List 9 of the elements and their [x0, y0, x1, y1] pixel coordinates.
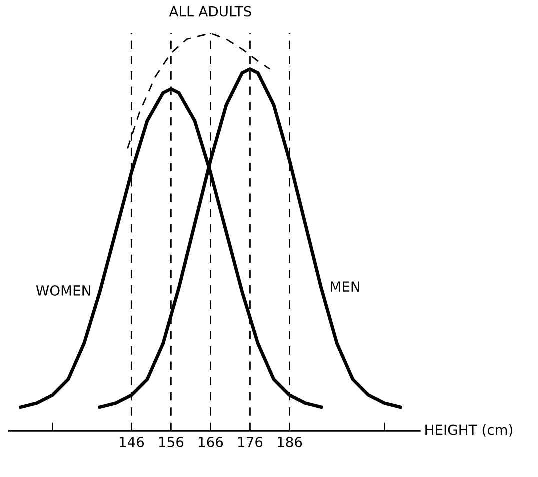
x-tick-label: 156 [159, 437, 184, 448]
x-tick-label: 166 [198, 437, 224, 448]
x-tick-label: 176 [238, 437, 263, 448]
x-tick-label: 146 [120, 437, 144, 448]
x-axis-title: HEIGHT (cm) [426, 424, 513, 437]
series-label: ALL ADULTS [169, 6, 252, 17]
series-label: MEN [331, 282, 360, 292]
series-label: WOMEN [36, 285, 90, 296]
x-tick-label: 186 [278, 437, 302, 448]
